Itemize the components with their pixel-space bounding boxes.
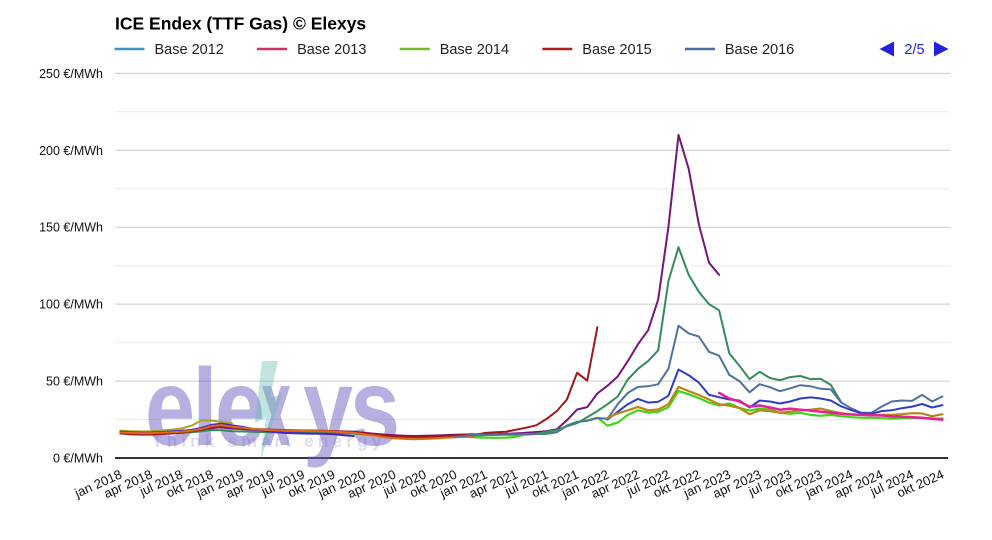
- svg-text:Base 2015: Base 2015: [582, 42, 651, 58]
- svg-text:50 €/MWh: 50 €/MWh: [46, 375, 103, 389]
- svg-text:150 €/MWh: 150 €/MWh: [39, 221, 103, 235]
- svg-text:Base 2012: Base 2012: [155, 42, 224, 58]
- svg-text:ys: ys: [303, 347, 397, 469]
- svg-text:0 €/MWh: 0 €/MWh: [53, 452, 103, 466]
- svg-text:ICE Endex (TTF Gas) © Elexys: ICE Endex (TTF Gas) © Elexys: [115, 14, 366, 34]
- svg-text:100 €/MWh: 100 €/MWh: [39, 298, 103, 312]
- svg-text:ele: ele: [145, 347, 263, 469]
- svg-text:200 €/MWh: 200 €/MWh: [39, 144, 103, 158]
- svg-text:Think smart energy: Think smart energy: [152, 431, 385, 451]
- svg-text:250 €/MWh: 250 €/MWh: [39, 67, 103, 81]
- svg-text:Base 2014: Base 2014: [440, 42, 509, 58]
- svg-text:Base 2013: Base 2013: [297, 42, 366, 58]
- svg-text:2/5: 2/5: [904, 42, 924, 58]
- svg-text:Base 2016: Base 2016: [725, 42, 794, 58]
